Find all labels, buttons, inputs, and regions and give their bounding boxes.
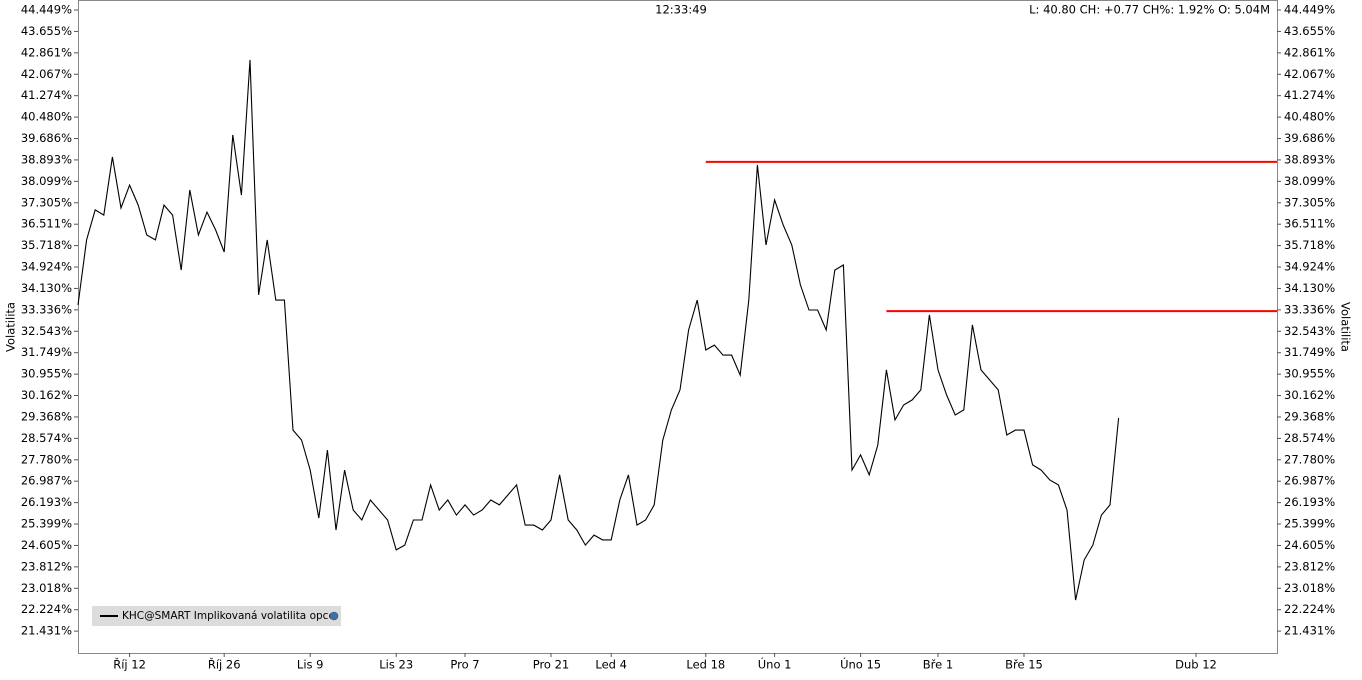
- y-tick-label: 41.274%: [21, 88, 72, 102]
- y-tick-label-right: 41.274%: [1284, 88, 1335, 102]
- legend-box: [92, 606, 341, 626]
- y-tick-label: 28.574%: [21, 431, 72, 445]
- y-tick-label: 23.812%: [21, 559, 72, 573]
- y-tick-label: 40.480%: [21, 110, 72, 124]
- time-label: 12:33:49: [655, 3, 707, 17]
- y-tick-label-right: 24.605%: [1284, 538, 1335, 552]
- y-tick-label-right: 42.067%: [1284, 67, 1335, 81]
- legend-label: KHC@SMART Implikovaná volatilita opce: [122, 610, 335, 622]
- y-tick-label: 35.718%: [21, 238, 72, 252]
- y-tick-label-right: 25.399%: [1284, 517, 1335, 531]
- y-tick-label-right: 23.018%: [1284, 581, 1335, 595]
- y-tick-label: 38.893%: [21, 152, 72, 166]
- y-tick-label: 37.305%: [21, 195, 72, 209]
- y-tick-label: 43.655%: [21, 24, 72, 38]
- y-tick-label-right: 33.336%: [1284, 302, 1335, 316]
- y-tick-label: 29.368%: [21, 409, 72, 423]
- y-tick-label: 24.605%: [21, 538, 72, 552]
- y-tick-label-right: 30.162%: [1284, 388, 1335, 402]
- x-tick-label: Pro 7: [450, 658, 479, 672]
- y-tick-label-right: 38.893%: [1284, 152, 1335, 166]
- y-tick-label: 23.018%: [21, 581, 72, 595]
- y-tick-label-right: 44.449%: [1284, 3, 1335, 17]
- x-tick-label: Úno 1: [758, 657, 792, 672]
- data-line: [77, 59, 1120, 601]
- info-label: L: 40.80 CH: +0.77 CH%: 1.92% O: 5.04M: [1029, 3, 1270, 17]
- x-tick-label: Úno 15: [840, 657, 881, 672]
- y-tick-label-right: 35.718%: [1284, 238, 1335, 252]
- y-tick-label-right: 26.193%: [1284, 495, 1335, 509]
- y-tick-label: 34.924%: [21, 260, 72, 274]
- x-tick-label: Říj 26: [208, 657, 241, 672]
- x-tick-label: Bře 1: [923, 658, 953, 672]
- y-tick-label-right: 23.812%: [1284, 559, 1335, 573]
- y-tick-label: 30.162%: [21, 388, 72, 402]
- y-axis-label-right: Volatilita: [1339, 302, 1353, 352]
- y-tick-label-right: 43.655%: [1284, 24, 1335, 38]
- y-tick-label: 42.861%: [21, 45, 72, 59]
- y-tick-label: 22.224%: [21, 602, 72, 616]
- x-tick-label: Led 4: [595, 658, 627, 672]
- y-axis-label: Volatilita: [4, 302, 18, 352]
- y-tick-label-right: 42.861%: [1284, 45, 1335, 59]
- y-tick-label: 39.686%: [21, 131, 72, 145]
- y-tick-label: 36.511%: [21, 217, 72, 231]
- x-tick-label: Pro 21: [533, 658, 570, 672]
- y-tick-label: 38.099%: [21, 174, 72, 188]
- x-tick-label: Bře 15: [1005, 658, 1043, 672]
- y-tick-label-right: 31.749%: [1284, 345, 1335, 359]
- y-tick-label: 26.987%: [21, 474, 72, 488]
- y-tick-label: 31.749%: [21, 345, 72, 359]
- y-tick-label: 44.449%: [21, 3, 72, 17]
- y-tick-label: 27.780%: [21, 452, 72, 466]
- y-tick-label-right: 30.955%: [1284, 367, 1335, 381]
- y-tick-label: 25.399%: [21, 517, 72, 531]
- y-tick-label: 21.431%: [21, 624, 72, 638]
- y-tick-label-right: 38.099%: [1284, 174, 1335, 188]
- x-tick-label: Lis 23: [379, 658, 413, 672]
- y-tick-label-right: 34.130%: [1284, 281, 1335, 295]
- y-tick-label-right: 34.924%: [1284, 260, 1335, 274]
- y-tick-label-right: 26.987%: [1284, 474, 1335, 488]
- y-tick-label: 34.130%: [21, 281, 72, 295]
- y-tick-label: 30.955%: [21, 367, 72, 381]
- y-tick-label: 32.543%: [21, 324, 72, 338]
- y-tick-label-right: 40.480%: [1284, 110, 1335, 124]
- y-tick-label-right: 32.543%: [1284, 324, 1335, 338]
- plot-frame: [78, 0, 1278, 654]
- y-tick-label-right: 28.574%: [1284, 431, 1335, 445]
- y-tick-label-right: 29.368%: [1284, 409, 1335, 423]
- x-tick-label: Říj 12: [113, 657, 146, 672]
- y-tick-label-right: 37.305%: [1284, 195, 1335, 209]
- y-tick-label-right: 21.431%: [1284, 624, 1335, 638]
- y-tick-label: 33.336%: [21, 302, 72, 316]
- y-tick-label-right: 22.224%: [1284, 602, 1335, 616]
- y-tick-label-right: 27.780%: [1284, 452, 1335, 466]
- y-tick-label-right: 36.511%: [1284, 217, 1335, 231]
- y-tick-label: 42.067%: [21, 67, 72, 81]
- legend-icon: [329, 611, 339, 621]
- y-tick-label: 26.193%: [21, 495, 72, 509]
- x-tick-label: Led 18: [686, 658, 725, 672]
- x-tick-label: Dub 12: [1175, 658, 1217, 672]
- x-tick-label: Lis 9: [297, 658, 324, 672]
- y-tick-label-right: 39.686%: [1284, 131, 1335, 145]
